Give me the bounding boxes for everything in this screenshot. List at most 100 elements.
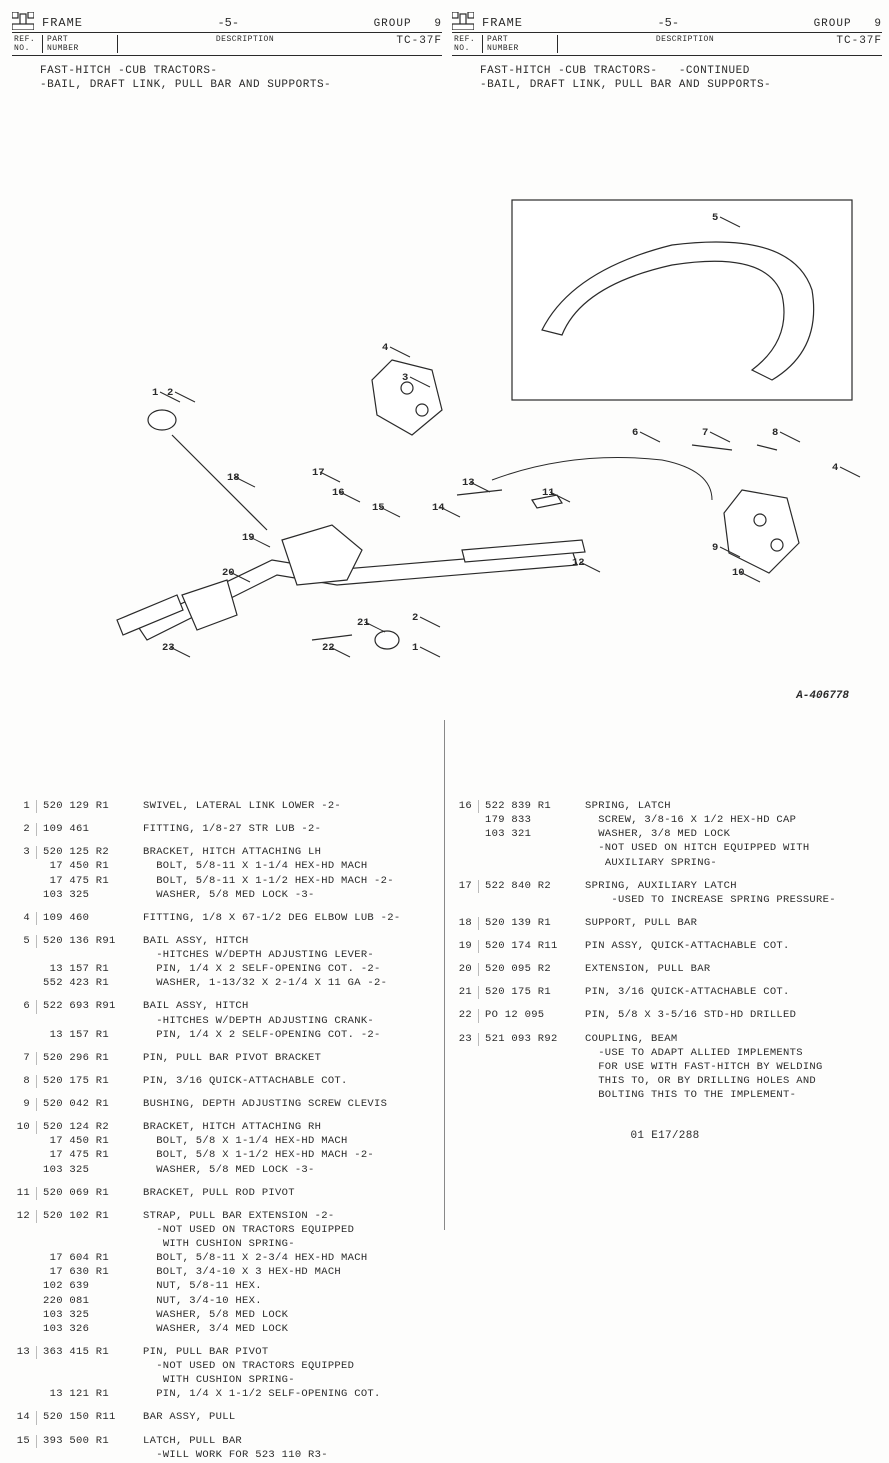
col-ref: REF. NO. <box>12 35 43 53</box>
description: THIS TO, OR BY DRILLING HOLES AND <box>577 1075 880 1088</box>
group-number: 9 <box>434 18 442 30</box>
parts-row: 2109 461FITTING, 1/8-27 STR LUB -2- <box>8 823 438 836</box>
description: BUSHING, DEPTH ADJUSTING SCREW CLEVIS <box>135 1098 438 1111</box>
callout-number: 4 <box>382 342 388 354</box>
description: WASHER, 5/8 MED LOCK -3- <box>135 889 438 902</box>
part-number: 17 604 R1 <box>37 1252 135 1265</box>
callout-number: 5 <box>712 212 718 224</box>
description: PIN, 3/16 QUICK-ATTACHABLE COT. <box>135 1075 438 1088</box>
parts-row: 103 326 WASHER, 3/4 MED LOCK <box>8 1323 438 1336</box>
part-number: 220 081 <box>37 1295 135 1308</box>
callout-number: 16 <box>332 487 345 499</box>
header-top-row: FRAME -5- GROUP 9 <box>12 12 442 33</box>
parts-row: -HITCHES W/DEPTH ADJUSTING CRANK- <box>8 1015 438 1028</box>
parts-row: WITH CUSHION SPRING- <box>8 1238 438 1251</box>
callout-number: 1 <box>412 642 418 654</box>
ref-no: 2 <box>8 823 37 836</box>
part-number: 520 175 R1 <box>479 986 577 999</box>
callout-number: 2 <box>412 612 418 624</box>
ref-no: 20 <box>450 963 479 976</box>
callout-number: 11 <box>542 487 555 499</box>
part-number: 103 325 <box>37 889 135 902</box>
col-part: PART NUMBER <box>483 35 558 53</box>
diagram-svg: 1234567849101112131415161718192021221223 <box>12 150 877 710</box>
parts-row: 17 630 R1 BOLT, 3/4-10 X 3 HEX-HD MACH <box>8 1266 438 1279</box>
callout-number: 6 <box>632 427 638 439</box>
support-bar-icon <box>172 435 267 530</box>
column-divider <box>444 720 445 1230</box>
part-number: 522 840 R2 <box>479 880 577 893</box>
part-number: 393 500 R1 <box>37 1435 135 1448</box>
ref-no: 22 <box>450 1009 479 1022</box>
part-number: 103 326 <box>37 1323 135 1336</box>
description: -USED TO INCREASE SPRING PRESSURE- <box>577 894 880 907</box>
group-number: 9 <box>874 18 882 30</box>
description: BAIL ASSY, HITCH <box>135 1000 438 1013</box>
parts-row: 15393 500 R1LATCH, PULL BAR <box>8 1435 438 1448</box>
description: EXTENSION, PULL BAR <box>577 963 880 976</box>
description: SPRING, AUXILIARY LATCH <box>577 880 880 893</box>
part-number: 552 423 R1 <box>37 977 135 990</box>
description: PIN ASSY, QUICK-ATTACHABLE COT. <box>577 940 880 953</box>
callout-leader <box>420 617 440 627</box>
callout-number: 19 <box>242 532 255 544</box>
description: STRAP, PULL BAR EXTENSION -2- <box>135 1210 438 1223</box>
description: WASHER, 1-13/32 X 2-1/4 X 11 GA -2- <box>135 977 438 990</box>
description: -NOT USED ON TRACTORS EQUIPPED <box>135 1360 438 1373</box>
parts-row: 12520 102 R1STRAP, PULL BAR EXTENSION -2… <box>8 1210 438 1223</box>
ref-no: 3 <box>8 846 37 859</box>
description: PIN, 1/4 X 2 SELF-OPENING COT. -2- <box>135 963 438 976</box>
description: -NOT USED ON HITCH EQUIPPED WITH <box>577 842 880 855</box>
ref-no: 9 <box>8 1098 37 1111</box>
description: FITTING, 1/8 X 67-1/2 DEG ELBOW LUB -2- <box>135 912 438 925</box>
parts-row: AUXILIARY SPRING- <box>450 857 880 870</box>
callout-number: 4 <box>832 462 838 474</box>
description: BOLT, 3/4-10 X 3 HEX-HD MACH <box>135 1266 438 1279</box>
ih-logo-icon <box>12 12 34 30</box>
parts-row: 22PO 12 095PIN, 5/8 X 3-5/16 STD-HD DRIL… <box>450 1009 880 1022</box>
part-number: 17 450 R1 <box>37 860 135 873</box>
parts-row: WITH CUSHION SPRING- <box>8 1374 438 1387</box>
description: NUT, 5/8-11 HEX. <box>135 1280 438 1293</box>
parts-list-right: 16522 839 R1SPRING, LATCH179 833 SCREW, … <box>450 790 880 1142</box>
description: BOLT, 5/8 X 1-1/4 HEX-HD MACH <box>135 1135 438 1148</box>
description: PIN, 1/4 X 1-1/2 SELF-OPENING COT. <box>135 1388 438 1401</box>
ref-no: 17 <box>450 880 479 893</box>
parts-row: 552 423 R1 WASHER, 1-13/32 X 2-1/4 X 11 … <box>8 977 438 990</box>
description: PIN, 5/8 X 3-5/16 STD-HD DRILLED <box>577 1009 880 1022</box>
parts-row: 9520 042 R1BUSHING, DEPTH ADJUSTING SCRE… <box>8 1098 438 1111</box>
description: PIN, PULL BAR PIVOT <box>135 1346 438 1359</box>
part-number: 522 839 R1 <box>479 800 577 813</box>
part-number: 520 125 R2 <box>37 846 135 859</box>
callout-leader <box>390 347 410 357</box>
callout-number: 22 <box>322 642 335 654</box>
parts-row: 17522 840 R2SPRING, AUXILIARY LATCH <box>450 880 880 893</box>
parts-row: 6522 693 R91BAIL ASSY, HITCH <box>8 1000 438 1013</box>
drawing-number: A-406778 <box>796 690 849 702</box>
parts-row: -NOT USED ON TRACTORS EQUIPPED <box>8 1360 438 1373</box>
part-number: 13 157 R1 <box>37 1029 135 1042</box>
col-desc: DESCRIPTION <box>118 35 372 53</box>
callout-number: 23 <box>162 642 175 654</box>
part-number: 17 630 R1 <box>37 1266 135 1279</box>
pin-icon <box>457 490 502 495</box>
parts-row: 16522 839 R1SPRING, LATCH <box>450 800 880 813</box>
description: WASHER, 5/8 MED LOCK <box>135 1309 438 1322</box>
callout-number: 8 <box>772 427 778 439</box>
ref-no: 10 <box>8 1121 37 1134</box>
callout-number: 21 <box>357 617 370 629</box>
swivel-icon <box>375 631 399 649</box>
ref-no: 23 <box>450 1033 479 1046</box>
part-number: 521 093 R92 <box>479 1033 577 1046</box>
page-number: -5- <box>83 16 374 30</box>
part-number: 363 415 R1 <box>37 1346 135 1359</box>
part-number: 520 296 R1 <box>37 1052 135 1065</box>
header-left: FRAME -5- GROUP 9 REF. NO. PART NUMBER D… <box>12 12 442 97</box>
callout-number: 12 <box>572 557 585 569</box>
parts-row: 5520 136 R91BAIL ASSY, HITCH <box>8 935 438 948</box>
description: WITH CUSHION SPRING- <box>135 1238 438 1251</box>
parts-row: -WILL WORK FOR 523 110 R3- <box>8 1449 438 1462</box>
description: BOLTING THIS TO THE IMPLEMENT- <box>577 1089 880 1102</box>
part-number: PO 12 095 <box>479 1009 577 1022</box>
parts-row: 19520 174 R11PIN ASSY, QUICK-ATTACHABLE … <box>450 940 880 953</box>
